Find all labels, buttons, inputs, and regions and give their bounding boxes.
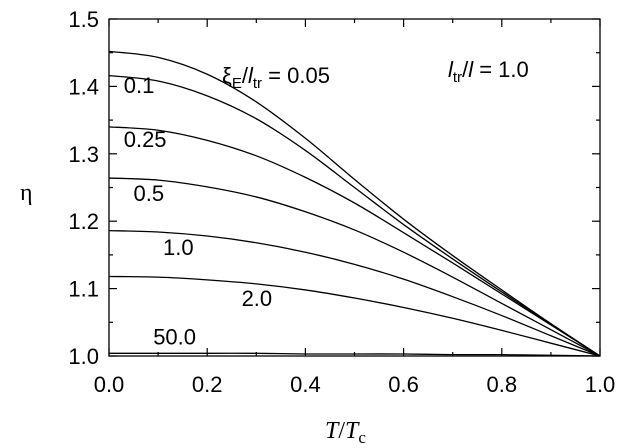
y-axis-label: η — [20, 180, 33, 206]
x-tick-label-2: 0.4 — [290, 372, 321, 397]
plot-frame — [108, 18, 601, 357]
data-curves — [108, 50, 601, 357]
curve-0_1 — [108, 74, 601, 357]
y-tick-label-4: 1.4 — [68, 74, 99, 99]
curve-labels: 0.1 0.25 0.5 1.0 2.0 50.0 — [124, 73, 272, 349]
curve-label-5: 50.0 — [153, 325, 196, 350]
ratio-annotation: ltr/l = 1.0 — [448, 57, 529, 86]
x-tick-label-1: 0.2 — [192, 372, 223, 397]
curve-0_25 — [108, 126, 601, 357]
curve-label-4: 2.0 — [242, 286, 273, 311]
x-tick-label-4: 0.8 — [487, 372, 518, 397]
y-tick-label-5: 1.5 — [68, 7, 99, 32]
x-axis-label: T/Tc — [325, 418, 366, 447]
curve-label-0: 0.1 — [124, 73, 155, 98]
curve-0_05 — [108, 50, 601, 357]
x-tick-label-5: 1.0 — [585, 372, 616, 397]
y-tick-label-1: 1.1 — [68, 277, 99, 302]
y-tick-labels: 1.0 1.1 1.2 1.3 1.4 1.5 — [68, 7, 99, 369]
curve-label-2: 0.5 — [134, 181, 165, 206]
curve-1_0 — [108, 229, 601, 357]
curve-0_5 — [108, 177, 601, 357]
curve-label-3: 1.0 — [163, 235, 194, 260]
curve-2_0 — [108, 275, 601, 357]
curve-50_0 — [109, 352, 601, 357]
x-tick-labels: 0.0 0.2 0.4 0.6 0.8 1.0 — [94, 372, 616, 397]
xi-annotation: ξE/ltr = 0.05 — [222, 63, 330, 92]
y-tick-label-0: 1.0 — [68, 344, 99, 369]
x-tick-label-0: 0.0 — [94, 372, 125, 397]
y-tick-label-3: 1.3 — [68, 142, 99, 167]
y-tick-label-2: 1.2 — [68, 209, 99, 234]
x-tick-label-3: 0.6 — [388, 372, 419, 397]
curve-label-1: 0.25 — [124, 127, 167, 152]
